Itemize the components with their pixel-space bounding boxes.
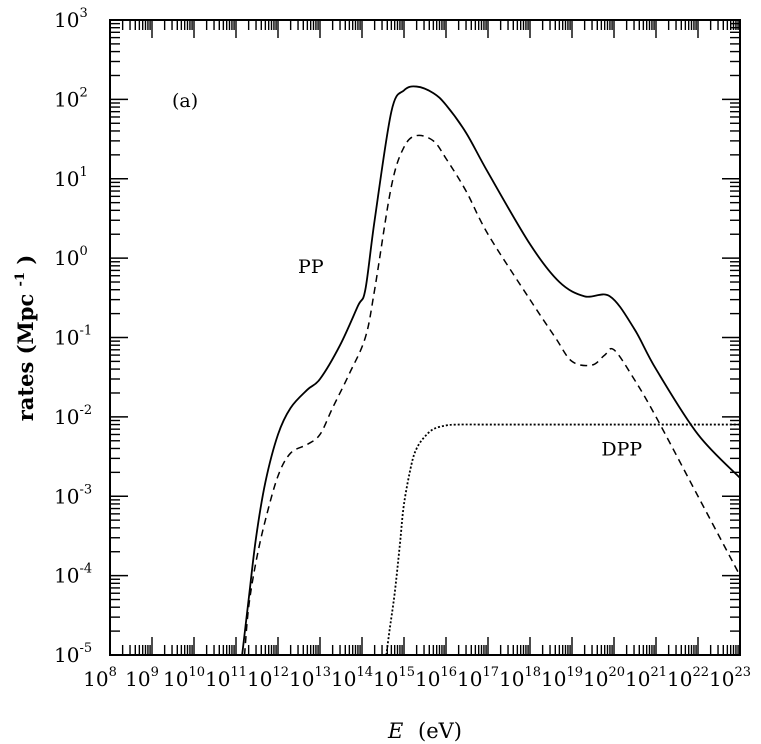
panel-label: (a)	[172, 90, 198, 112]
x-tick-base: 10	[373, 667, 398, 691]
y-axis-label: rates (Mpc -1 )	[4, 255, 38, 422]
y-tick-label: 101	[54, 165, 88, 191]
x-tick-exp: 19	[566, 665, 583, 680]
x-tick-label: 109	[125, 665, 159, 691]
x-tick-base: 10	[667, 667, 692, 691]
x-tick-label: 1017	[457, 665, 499, 691]
x-tick-exp: 23	[734, 665, 751, 680]
x-tick-base: 10	[163, 667, 188, 691]
x-tick-labels: 108 109 1010 1011 1012 1013 1014 1015 1016 1017 10…	[83, 665, 751, 691]
annotation-pp: PP	[298, 256, 324, 278]
y-tick-base: 10	[54, 484, 79, 508]
x-tick-exp: 8	[109, 665, 117, 680]
series-line-dotted	[385, 423, 740, 656]
x-tick-exp: 18	[524, 665, 541, 680]
y-tick-base: 10	[54, 246, 79, 270]
y-axis-label-exp: -1	[13, 272, 28, 286]
x-tick-exp: 9	[151, 665, 159, 680]
x-tick-label: 1021	[625, 665, 667, 691]
x-tick-exp: 22	[692, 665, 709, 680]
x-tick-label: 1011	[205, 665, 247, 691]
y-tick-base: 10	[54, 326, 79, 350]
x-tick-label: 1020	[583, 665, 625, 691]
x-tick-exp: 17	[482, 665, 499, 680]
y-axis-label-main: rates (Mpc	[13, 294, 38, 422]
x-tick-base: 10	[415, 667, 440, 691]
x-tick-label: 1016	[415, 665, 457, 691]
y-tick-label: 10-2	[54, 403, 92, 429]
axis-ticks	[109, 19, 741, 656]
x-axis-unit: (eV)	[418, 719, 462, 743]
y-tick-label: 102	[54, 85, 88, 111]
x-tick-label: 1018	[499, 665, 541, 691]
x-tick-label: 1022	[667, 665, 709, 691]
y-tick-exp: 2	[79, 85, 87, 100]
annotation-dpp: DPP	[601, 438, 642, 460]
x-tick-exp: 21	[650, 665, 667, 680]
x-tick-base: 10	[583, 667, 608, 691]
x-tick-exp: 13	[314, 665, 331, 680]
x-tick-label: 1014	[331, 665, 373, 691]
y-tick-exp: -3	[79, 482, 92, 497]
x-tick-base: 10	[625, 667, 650, 691]
y-tick-exp: 3	[79, 6, 87, 21]
x-axis-label: E (eV)	[387, 719, 462, 743]
y-tick-label: 103	[54, 6, 88, 32]
y-tick-label: 100	[54, 244, 88, 270]
x-tick-label: 1013	[289, 665, 331, 691]
y-tick-exp: -4	[79, 562, 92, 577]
x-tick-exp: 14	[356, 665, 373, 680]
y-tick-base: 10	[54, 643, 79, 667]
x-axis-symbol: E	[387, 719, 403, 743]
x-tick-base: 10	[289, 667, 314, 691]
y-tick-label: 10-1	[54, 324, 92, 350]
y-tick-label: 10-5	[54, 641, 92, 667]
series-line-solid	[241, 85, 741, 656]
x-tick-label: 108	[83, 665, 117, 691]
y-tick-base: 10	[54, 564, 79, 588]
x-tick-label: 1012	[247, 665, 289, 691]
annotations: PP DPP	[298, 256, 642, 461]
x-tick-base: 10	[499, 667, 524, 691]
x-tick-exp: 10	[188, 665, 205, 680]
x-tick-base: 10	[125, 667, 150, 691]
plot-frame	[109, 19, 741, 656]
x-tick-label: 1015	[373, 665, 415, 691]
x-tick-label: 1023	[709, 665, 751, 691]
x-tick-label: 1010	[163, 665, 205, 691]
y-tick-label: 10-4	[54, 562, 92, 588]
y-tick-exp: 1	[79, 165, 87, 180]
x-tick-exp: 20	[608, 665, 625, 680]
y-axis-label-close: )	[13, 255, 38, 265]
y-tick-base: 10	[54, 87, 79, 111]
series-line-dashed	[243, 134, 741, 656]
series-group	[241, 85, 741, 656]
x-tick-base: 10	[205, 667, 230, 691]
y-tick-base: 10	[54, 167, 79, 191]
y-tick-label: 10-3	[54, 482, 92, 508]
x-tick-base: 10	[709, 667, 734, 691]
y-tick-exp: -1	[79, 324, 92, 339]
x-tick-exp: 16	[440, 665, 457, 680]
x-tick-base: 10	[83, 667, 108, 691]
x-tick-base: 10	[331, 667, 356, 691]
x-tick-exp: 12	[272, 665, 289, 680]
y-tick-base: 10	[54, 405, 79, 429]
x-tick-base: 10	[457, 667, 482, 691]
x-tick-base: 10	[541, 667, 566, 691]
y-tick-exp: -5	[79, 641, 92, 656]
x-tick-exp: 15	[398, 665, 415, 680]
x-tick-exp: 11	[230, 665, 247, 680]
y-tick-base: 10	[54, 8, 79, 32]
x-tick-base: 10	[247, 667, 272, 691]
y-tick-exp: -2	[79, 403, 92, 418]
y-tick-exp: 0	[79, 244, 87, 259]
x-tick-label: 1019	[541, 665, 583, 691]
